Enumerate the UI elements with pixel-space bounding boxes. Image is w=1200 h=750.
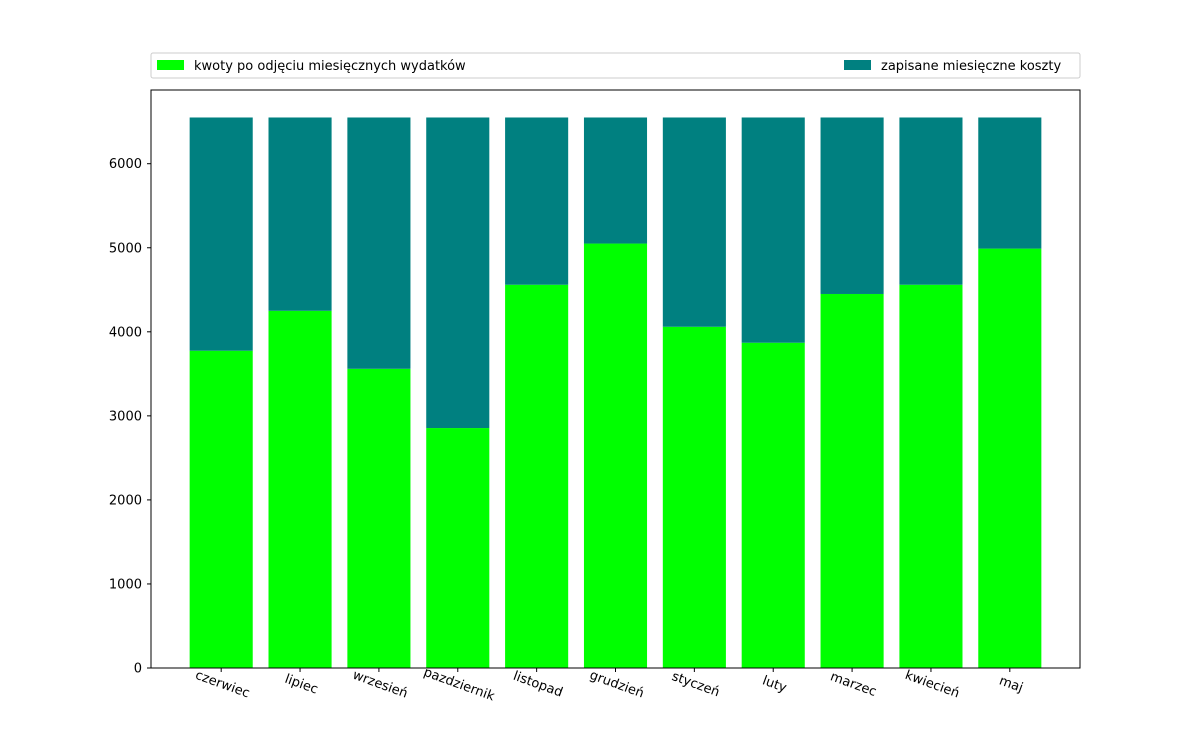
y-tick-label-3000: 3000: [109, 409, 142, 424]
bar-costs-6: [662, 117, 726, 327]
bar-remaining-7: [741, 342, 805, 668]
bar-remaining-0: [189, 350, 253, 668]
bar-remaining-10: [978, 248, 1042, 668]
bar-remaining-5: [583, 243, 648, 668]
bar-costs-8: [820, 117, 884, 294]
bar-remaining-6: [662, 326, 726, 668]
bar-costs-2: [347, 117, 411, 369]
bar-remaining-1: [268, 310, 332, 668]
x-tick-label-0: czerwiec: [193, 668, 251, 701]
bar-costs-4: [505, 117, 569, 285]
x-tick-label-3: pazdziernik: [422, 665, 497, 705]
x-tick-label-1: lipiec: [283, 672, 320, 698]
y-tick-label-2000: 2000: [109, 493, 142, 508]
x-tick-label-8: marzec: [828, 669, 878, 699]
y-tick-label-5000: 5000: [109, 241, 142, 256]
y-axis: 0 1000 2000 3000 4000 5000 6000: [109, 157, 151, 677]
bar-costs-9: [899, 117, 963, 285]
bar-remaining-4: [505, 284, 569, 668]
bar-costs-5: [583, 117, 648, 244]
y-tick-label-6000: 6000: [109, 157, 142, 172]
x-tick-label-7: luty: [760, 673, 789, 696]
bar-remaining-2: [347, 368, 411, 668]
legend-label-series-1: kwoty po odjęciu miesięcznych wydatków: [194, 59, 466, 74]
x-tick-label-2: wrzesień: [351, 668, 410, 702]
y-tick-label-1000: 1000: [109, 577, 142, 592]
x-tick-label-4: listopad: [511, 669, 565, 701]
bar-remaining-8: [820, 293, 884, 668]
legend-frame: [150, 52, 1081, 79]
x-axis: czerwiec lipiec wrzesień pazdziernik listopa…: [193, 665, 1025, 705]
x-tick-label-5: grudzień: [587, 668, 645, 702]
bar-costs-0: [189, 117, 253, 351]
bars-layer: [189, 117, 1042, 668]
legend-label-series-2: zapisane miesięczne koszty: [881, 59, 1061, 74]
bar-remaining-9: [899, 284, 963, 668]
bar-costs-10: [978, 117, 1042, 249]
x-tick-label-10: maj: [997, 674, 1025, 696]
x-tick-label-9: kwiecień: [903, 668, 961, 702]
legend-swatch-series-2: [844, 60, 871, 70]
bar-remaining-3: [426, 428, 490, 668]
y-tick-label-4000: 4000: [109, 325, 142, 340]
x-tick-label-6: styczeń: [670, 669, 722, 700]
legend: kwoty po odjęciu miesięcznych wydatków z…: [150, 52, 1081, 79]
bar-costs-7: [741, 117, 805, 343]
bar-costs-3: [426, 117, 490, 429]
bar-costs-1: [268, 117, 332, 311]
legend-swatch-series-1: [157, 60, 184, 70]
y-tick-label-0: 0: [134, 662, 142, 677]
